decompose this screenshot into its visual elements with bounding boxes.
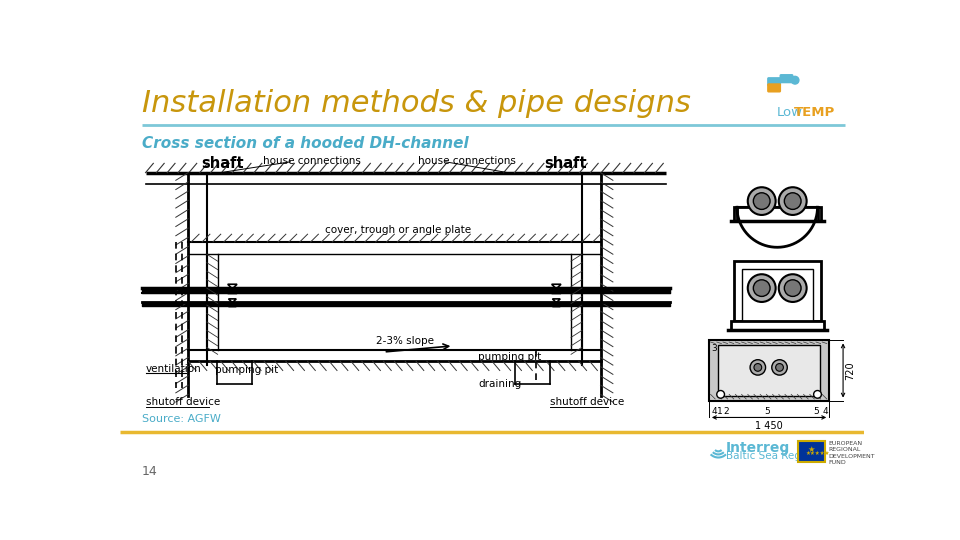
Bar: [733, 261, 821, 321]
Text: Installation methods & pipe designs: Installation methods & pipe designs: [142, 89, 690, 118]
Circle shape: [748, 274, 776, 302]
Text: 14: 14: [142, 465, 157, 478]
Text: 1: 1: [717, 407, 723, 416]
Circle shape: [772, 360, 787, 375]
Text: TEMP: TEMP: [794, 106, 835, 119]
Circle shape: [748, 187, 776, 215]
Text: 1 450: 1 450: [755, 421, 782, 430]
Text: 5: 5: [814, 407, 820, 416]
Text: shutoff device: shutoff device: [146, 397, 220, 408]
Circle shape: [754, 280, 770, 296]
Text: cover, trough or angle plate: cover, trough or angle plate: [325, 225, 471, 235]
Text: Cross section of a hooded DH-channel: Cross section of a hooded DH-channel: [142, 136, 468, 151]
Bar: [718, 345, 820, 396]
Text: Interreg: Interreg: [726, 441, 790, 455]
Circle shape: [779, 187, 806, 215]
Text: house connections: house connections: [263, 156, 361, 166]
Text: Baltic Sea Region: Baltic Sea Region: [726, 451, 817, 461]
Text: 4: 4: [823, 407, 828, 416]
Circle shape: [791, 76, 799, 84]
Bar: [733, 207, 821, 221]
Circle shape: [784, 280, 801, 296]
Text: ★★★★★: ★★★★★: [805, 451, 830, 456]
Text: 3: 3: [711, 345, 717, 353]
FancyBboxPatch shape: [767, 77, 781, 86]
Text: ventilation: ventilation: [146, 363, 202, 374]
Text: EUROPEAN
REGIONAL
DEVELOPMENT
FUND: EUROPEAN REGIONAL DEVELOPMENT FUND: [828, 441, 875, 465]
Circle shape: [750, 360, 765, 375]
Text: ★: ★: [807, 445, 815, 454]
Circle shape: [814, 390, 822, 398]
Text: pumping pit: pumping pit: [214, 365, 277, 375]
Text: draining: draining: [478, 379, 521, 389]
Circle shape: [784, 193, 801, 210]
FancyBboxPatch shape: [767, 83, 781, 92]
FancyBboxPatch shape: [780, 74, 794, 83]
Text: house connections: house connections: [419, 156, 516, 166]
Circle shape: [776, 363, 783, 372]
Text: 2-3% slope: 2-3% slope: [375, 336, 434, 346]
Text: 720: 720: [846, 361, 855, 380]
Circle shape: [779, 274, 806, 302]
Bar: [741, 269, 813, 321]
Circle shape: [717, 390, 725, 398]
Text: 5: 5: [764, 407, 770, 416]
Text: pumping pit: pumping pit: [478, 352, 541, 362]
Bar: [731, 321, 824, 330]
Circle shape: [754, 193, 770, 210]
Text: 4: 4: [711, 407, 717, 416]
Bar: [709, 340, 829, 401]
Text: Source: AGFW: Source: AGFW: [142, 414, 221, 424]
Text: shaft: shaft: [544, 156, 588, 171]
Text: 2: 2: [723, 407, 729, 416]
Circle shape: [754, 363, 761, 372]
Text: shaft: shaft: [202, 156, 244, 171]
Text: shutoff device: shutoff device: [550, 397, 624, 408]
Bar: [798, 441, 826, 462]
Text: Low: Low: [778, 106, 804, 119]
